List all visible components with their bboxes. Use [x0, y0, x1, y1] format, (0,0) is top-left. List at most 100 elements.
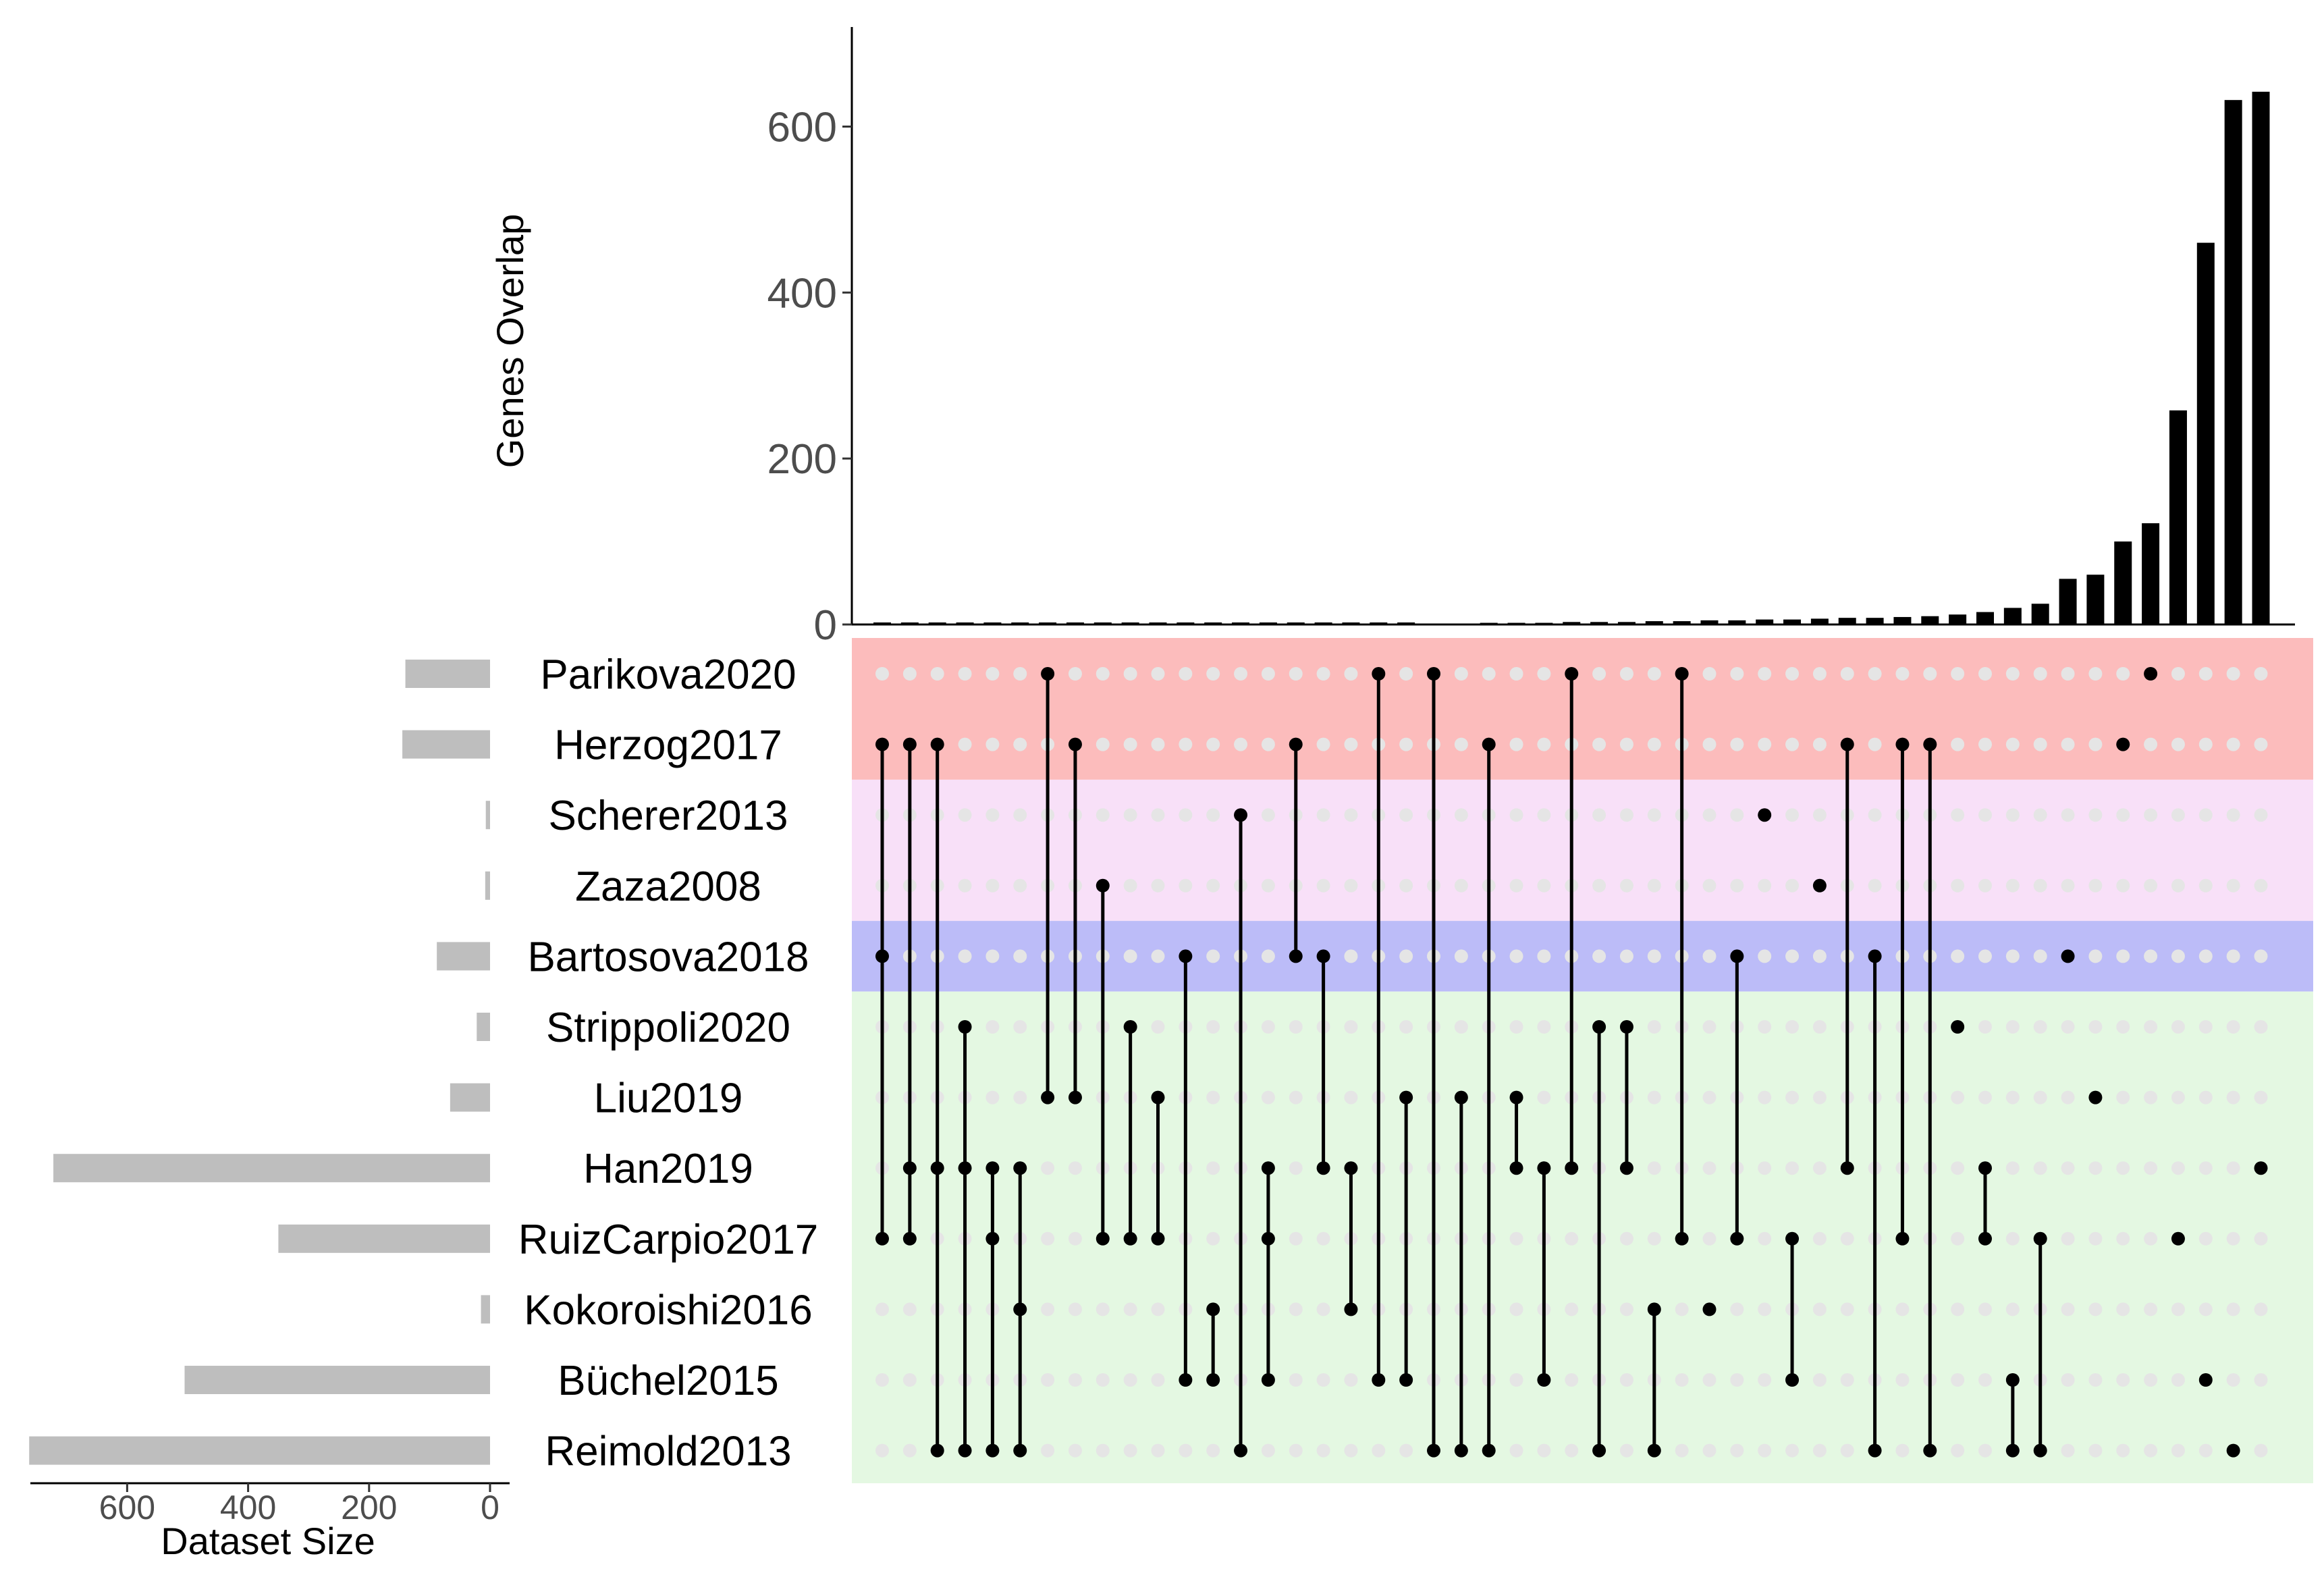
- matrix-dot-inactive: [1289, 1020, 1303, 1034]
- matrix-dot-inactive: [2005, 1231, 2020, 1246]
- matrix-dot-active: [1151, 1231, 1165, 1246]
- matrix-dot-inactive: [1123, 1373, 1137, 1387]
- matrix-dot-inactive: [1206, 949, 1220, 963]
- matrix-dot-inactive: [1619, 1302, 1633, 1316]
- matrix-dot-active: [1289, 737, 1303, 751]
- matrix-dot-inactive: [1399, 667, 1413, 681]
- matrix-dot-inactive: [1013, 667, 1027, 681]
- matrix-dot-inactive: [2005, 1161, 2020, 1175]
- matrix-dot-inactive: [2198, 949, 2213, 963]
- intersection-bar: [2086, 575, 2105, 624]
- matrix-dot-inactive: [1206, 1090, 1220, 1104]
- matrix-dot-active: [2005, 1373, 2020, 1387]
- intersection-bar: [1700, 620, 1719, 624]
- matrix-dot-active: [2116, 737, 2130, 751]
- matrix-dot-inactive: [1647, 1020, 1661, 1034]
- intersection-bar: [2031, 604, 2049, 624]
- y-tick-label: 600: [767, 105, 837, 151]
- matrix-dot-active: [1509, 1161, 1523, 1175]
- matrix-dot-inactive: [1179, 808, 1193, 822]
- matrix-dot-active: [1868, 1443, 1882, 1458]
- matrix-dot-active: [1013, 1443, 1027, 1458]
- matrix-dot-inactive: [1951, 1443, 1965, 1458]
- matrix-dot-inactive: [1758, 737, 1772, 751]
- matrix-dot-inactive: [2171, 1443, 2185, 1458]
- matrix-dot-active: [1619, 1161, 1633, 1175]
- matrix-dot-inactive: [985, 1090, 1000, 1104]
- matrix-dot-inactive: [1619, 1231, 1633, 1246]
- matrix-dot-active: [1812, 878, 1827, 893]
- matrix-dot-inactive: [1537, 1090, 1551, 1104]
- matrix-dot-inactive: [2226, 1302, 2240, 1316]
- matrix-dot-active: [1399, 1373, 1413, 1387]
- matrix-dot-inactive: [1812, 1443, 1827, 1458]
- matrix-dot-inactive: [1951, 1161, 1965, 1175]
- intersection-bar: [2114, 541, 2132, 624]
- matrix-dot-inactive: [2144, 1231, 2158, 1246]
- matrix-dot-inactive: [1289, 1161, 1303, 1175]
- matrix-dot-inactive: [1399, 808, 1413, 822]
- matrix-dot-inactive: [2088, 1020, 2103, 1034]
- dataset-size-bars: [29, 660, 491, 1465]
- matrix-dot-inactive: [2088, 667, 2103, 681]
- matrix-dot-inactive: [985, 737, 1000, 751]
- matrix-dot-inactive: [1868, 737, 1882, 751]
- matrix-dot-inactive: [2005, 808, 2020, 822]
- matrix-dot-inactive: [1895, 1443, 1910, 1458]
- matrix-dot-inactive: [1261, 949, 1275, 963]
- matrix-dot-inactive: [1675, 1443, 1689, 1458]
- matrix-dot-inactive: [958, 667, 972, 681]
- matrix-dot-inactive: [1647, 737, 1661, 751]
- matrix-dot-inactive: [1151, 1302, 1165, 1316]
- matrix-dot-inactive: [1785, 667, 1800, 681]
- matrix-dot-active: [930, 737, 944, 751]
- set-label-parikova2020: Parikova2020: [540, 651, 796, 698]
- matrix-dot-inactive: [1923, 667, 1937, 681]
- matrix-dot-inactive: [2254, 1231, 2268, 1246]
- matrix-dot-inactive: [1151, 1373, 1165, 1387]
- matrix-dot-inactive: [1261, 1090, 1275, 1104]
- matrix-dot-inactive: [2254, 737, 2268, 751]
- matrix-dot-inactive: [2061, 667, 2075, 681]
- matrix-dot-inactive: [2144, 808, 2158, 822]
- matrix-dot-inactive: [1013, 808, 1027, 822]
- y-tick-label: 200: [767, 436, 837, 483]
- matrix-dot-inactive: [2198, 667, 2213, 681]
- matrix-dot-active: [1454, 1443, 1468, 1458]
- intersection-bar: [1728, 620, 1746, 624]
- matrix-dot-inactive: [2171, 667, 2185, 681]
- matrix-dot-inactive: [1344, 949, 1358, 963]
- matrix-dot-inactive: [1151, 667, 1165, 681]
- intersection-bar: [1617, 622, 1636, 624]
- matrix-dot-inactive: [1978, 1302, 1992, 1316]
- matrix-dot-inactive: [2144, 1020, 2158, 1034]
- matrix-dot-inactive: [1261, 667, 1275, 681]
- matrix-dot-inactive: [1592, 949, 1606, 963]
- matrix-dot-inactive: [1951, 1090, 1965, 1104]
- matrix-dot-inactive: [1951, 737, 1965, 751]
- matrix-dot-inactive: [1289, 1443, 1303, 1458]
- matrix-dot-inactive: [2254, 1443, 2268, 1458]
- matrix-dot-active: [1096, 878, 1110, 893]
- set-label-han2019: Han2019: [583, 1146, 753, 1192]
- matrix-dot-inactive: [1206, 878, 1220, 893]
- matrix-dot-active: [902, 1231, 917, 1246]
- matrix-dot-inactive: [1647, 667, 1661, 681]
- matrix-dot-inactive: [1812, 1020, 1827, 1034]
- matrix-dot-inactive: [1702, 1373, 1717, 1387]
- matrix-dot-inactive: [1785, 1161, 1800, 1175]
- matrix-dot-inactive: [902, 667, 917, 681]
- matrix-dot-active: [1123, 1231, 1137, 1246]
- matrix-dot-inactive: [1730, 1373, 1744, 1387]
- matrix-dot-inactive: [2061, 1302, 2075, 1316]
- matrix-dot-active: [1482, 737, 1496, 751]
- matrix-dot-inactive: [1344, 1373, 1358, 1387]
- size-bar-ruizcarpio2017: [278, 1224, 490, 1253]
- matrix-dot-inactive: [1730, 737, 1744, 751]
- matrix-dot-inactive: [1812, 949, 1827, 963]
- matrix-dot-inactive: [1785, 949, 1800, 963]
- matrix-dot-active: [1234, 808, 1248, 822]
- matrix-dot-inactive: [2033, 808, 2047, 822]
- matrix-dot-active: [958, 1443, 972, 1458]
- matrix-dot-inactive: [2198, 1020, 2213, 1034]
